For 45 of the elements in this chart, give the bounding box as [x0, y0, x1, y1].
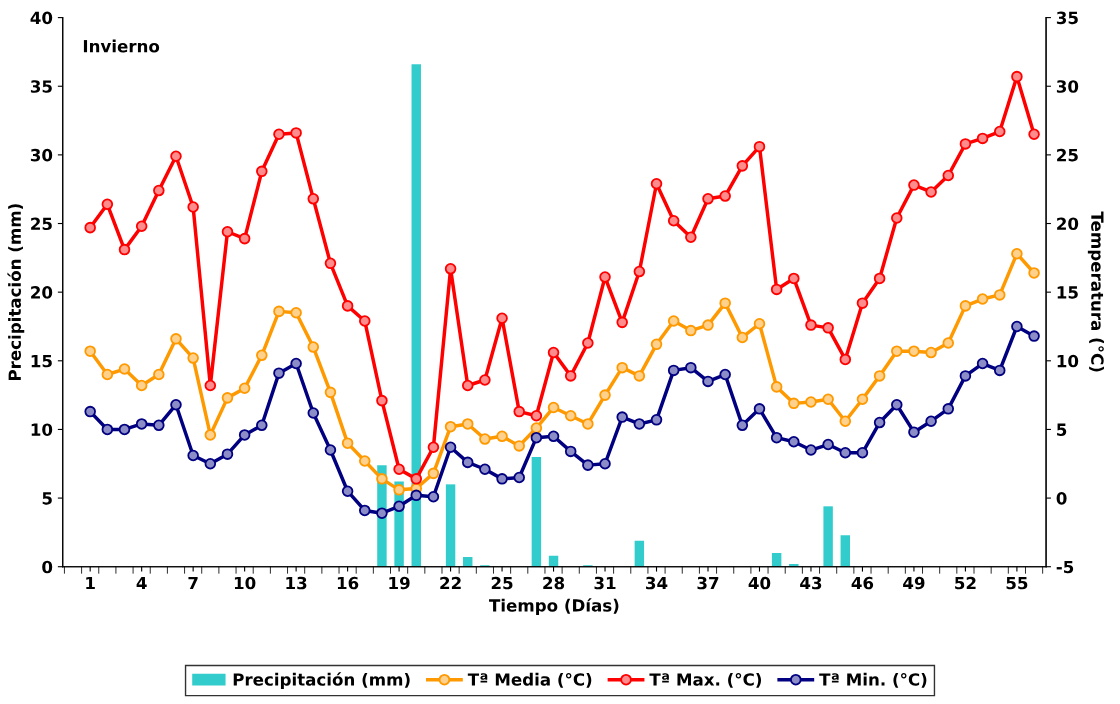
y-axis-title: Precipitación (mm) [7, 204, 25, 381]
y-tick-label: 30 [30, 148, 53, 162]
y-tick-label: 15 [31, 354, 52, 368]
x-tick-label: 4 [136, 576, 147, 590]
legend-label: Tª Media (°C) [467, 672, 592, 688]
y-tick-label: 40 [30, 11, 53, 25]
y2-tick-label: 20 [1057, 217, 1079, 231]
x-tick-label: 16 [337, 576, 359, 590]
x-tick-label: 13 [286, 576, 307, 590]
x-tick-label: 7 [188, 576, 198, 590]
x-tick-label: 40 [748, 576, 771, 590]
y2-axis-title: Temperatura (°C) [1087, 211, 1104, 372]
y-tick-label: 35 [30, 80, 52, 93]
y-tick-label: 5 [42, 492, 52, 505]
x-tick-label: 25 [491, 576, 513, 590]
y2-tick-label: 25 [1057, 148, 1078, 162]
y2-tick-label: 30 [1056, 80, 1079, 93]
x-tick-label: 43 [800, 576, 822, 590]
y-tick-label: 0 [42, 560, 53, 574]
x-tick-label: 31 [594, 576, 616, 590]
y2-tick-label: 0 [1056, 492, 1067, 505]
y2-tick-label: -5 [1056, 560, 1074, 574]
x-tick-label: 52 [955, 576, 976, 590]
x-tick-label: 46 [851, 576, 874, 590]
x-tick-label: 34 [646, 576, 668, 590]
y2-tick-label: 5 [1057, 423, 1067, 437]
legend-label: Precipitación (mm) [233, 672, 410, 689]
legend-label: Tª Max. (°C) [649, 672, 762, 688]
x-tick-label: 22 [440, 576, 461, 590]
y-tick-label: 10 [31, 423, 53, 437]
x-tick-label: 10 [234, 576, 256, 590]
x-tick-label: 19 [389, 576, 410, 590]
x-tick-label: 55 [1006, 576, 1028, 590]
x-tick-label: 28 [543, 576, 565, 590]
y2-tick-label: 15 [1057, 286, 1078, 299]
x-tick-label: 1 [86, 576, 95, 590]
x-axis-title: Tiempo (Días) [489, 598, 619, 615]
text: Invierno [83, 39, 160, 53]
y2-tick-label: 35 [1056, 11, 1078, 25]
y-tick-label: 25 [31, 217, 52, 231]
y-tick-label: 20 [31, 286, 53, 299]
legend-label: Tª Min. (°C) [819, 672, 927, 688]
x-tick-label: 49 [903, 576, 925, 590]
y2-tick-label: 10 [1057, 354, 1079, 368]
x-tick-label: 37 [697, 576, 719, 590]
